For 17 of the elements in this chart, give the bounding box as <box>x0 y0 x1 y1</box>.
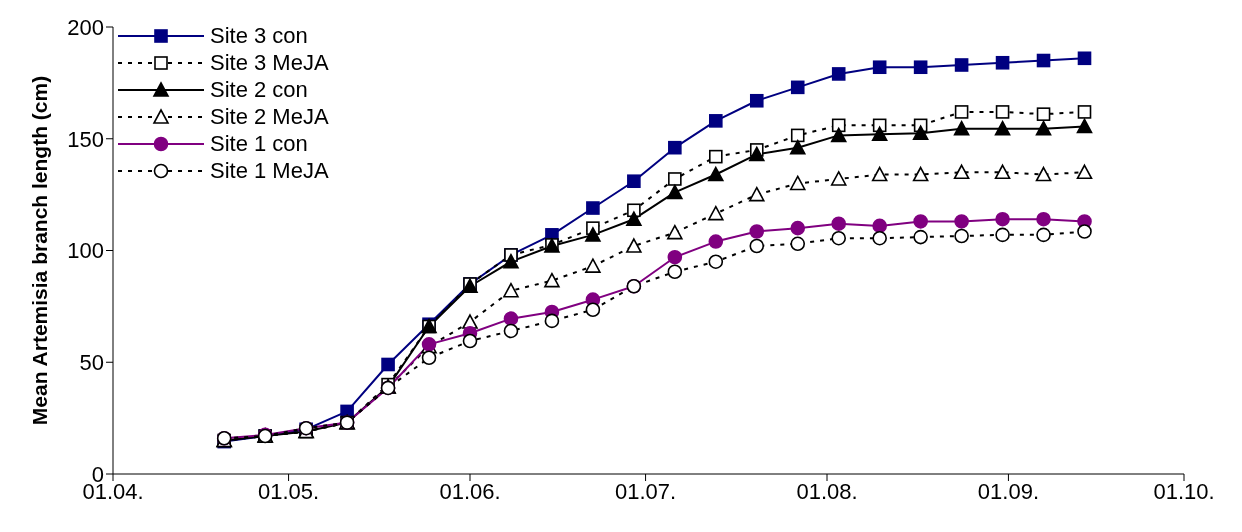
y-tick-label: 100 <box>67 238 104 264</box>
legend-label: Site 3 MeJA <box>210 49 329 76</box>
x-tick-label: 01.06. <box>439 478 501 504</box>
y-axis-title: Mean Artemisia branch length (cm) <box>28 75 52 426</box>
legend-label: Site 3 con <box>210 22 308 49</box>
x-tick-label: 01.08. <box>796 478 858 504</box>
x-tick-label: 01.05. <box>257 478 320 504</box>
y-tick-label: 150 <box>67 126 104 152</box>
y-tick-label: 50 <box>79 350 104 376</box>
y-tick-label: 200 <box>67 14 104 40</box>
x-tick-label: 01.10. <box>1153 478 1215 504</box>
legend-label: Site 1 con <box>210 130 308 157</box>
legend-label: Site 2 con <box>210 76 308 103</box>
legend-label: Site 2 MeJA <box>210 103 329 130</box>
x-tick-label: 01.09. <box>977 478 1040 504</box>
x-tick-label: 01.07. <box>614 478 677 504</box>
legend-label: Site 1 MeJA <box>210 157 329 184</box>
